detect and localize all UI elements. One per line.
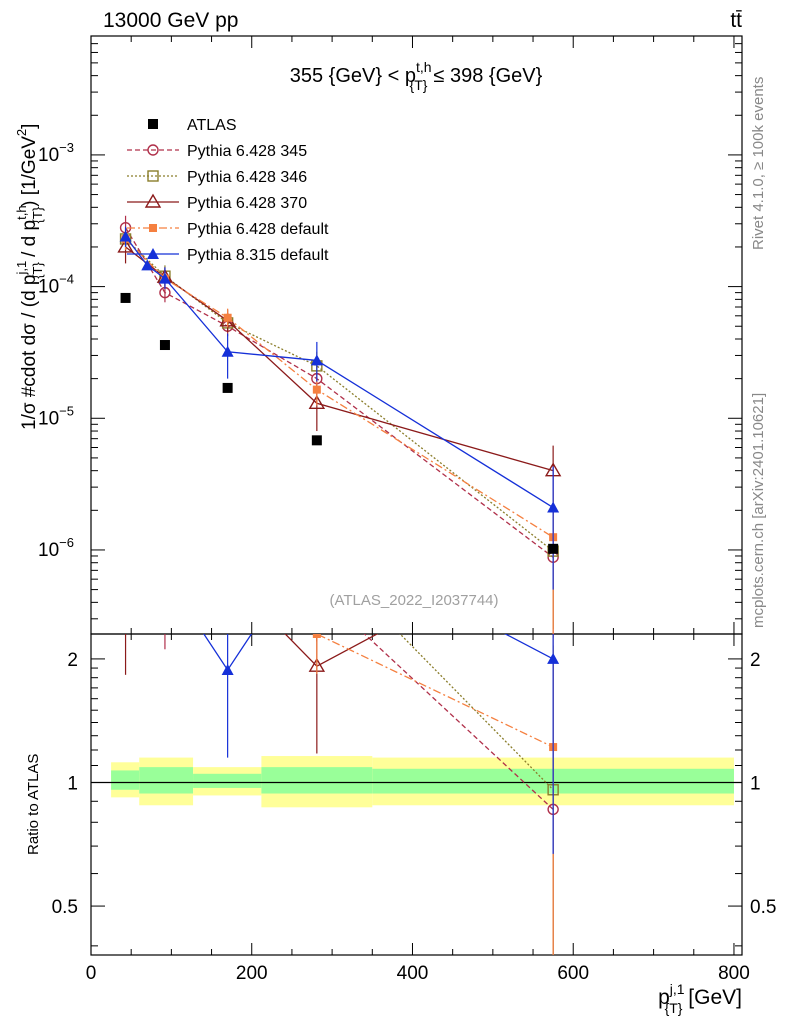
ratio-point: [223, 576, 233, 586]
data-point: [158, 272, 171, 284]
ratio-plot-frame: [90, 633, 743, 956]
legend-label: Pythia 6.428 default: [187, 221, 329, 238]
legend-marker: [147, 170, 159, 182]
series-line: [125, 238, 554, 552]
legend-marker: [147, 248, 159, 259]
ratio-y-tick-label-right: 2: [750, 650, 761, 671]
data-point: [141, 259, 154, 271]
legend-label: Pythia 6.428 346: [187, 169, 307, 186]
ratio-line: [399, 634, 554, 791]
y-tick-label: 10−6: [38, 535, 74, 561]
ratio-point: [119, 619, 133, 631]
ratio-point: [312, 634, 321, 638]
ratio-point: [158, 563, 172, 575]
atlas-data-point: [159, 340, 170, 351]
legend-label: Pythia 8.315 default: [187, 247, 329, 264]
y-tick-label: 10−4: [38, 272, 74, 298]
band-1sigma: [193, 773, 262, 788]
ratio-point: [311, 529, 323, 540]
data-point: [310, 354, 323, 366]
ratio-point: [221, 663, 234, 675]
legend: ATLAS Pythia 6.428 345 Pythia 6.428 346 Pyt…: [127, 117, 329, 264]
atlas-data-point: [311, 435, 322, 446]
ratio-point: [122, 595, 130, 603]
x-axis-label: pj,1 {T} [GeV]: [658, 981, 742, 1016]
data-point: [308, 394, 326, 409]
axis-ticks: 0 200 400 600 800 10−6 10−5 10−4 10−3 0.5 0.5 1 1 2 2: [38, 35, 776, 984]
ratio-point: [120, 587, 132, 598]
ratio-point: [161, 571, 169, 579]
data-point: [117, 238, 134, 253]
ratio-point: [160, 614, 170, 624]
ratio-point: [159, 569, 171, 580]
ratio-point: [160, 565, 170, 575]
data-point: [221, 345, 234, 357]
ratio-point: [121, 559, 131, 569]
ratio-point: [221, 568, 235, 580]
rivet-version-label: Rivet 4.1.0, ≥ 100k events: [750, 77, 767, 250]
series-line: [125, 246, 554, 472]
ratio-y-tick-label-right: 1: [750, 773, 761, 794]
band-1sigma: [111, 770, 140, 790]
ratio-y-axis-label: Ratio to ATLAS: [25, 754, 42, 855]
ratio-y-tick-label: 1: [67, 773, 78, 794]
ratio-y-tick-label: 2: [67, 650, 78, 671]
mcplots-url-label: mcplots.cern.ch [arXiv:2401.10621]: [750, 393, 767, 628]
ratio-point: [312, 585, 322, 595]
legend-label: Pythia 6.428 370: [187, 195, 307, 212]
y-tick-label: 10−3: [38, 140, 74, 166]
ratio-point: [547, 652, 560, 664]
ratio-line: [315, 634, 554, 748]
chart-title: 355 {GeV} < pt,h {T} ≤ 398 {GeV}: [290, 59, 543, 93]
band-1sigma: [139, 767, 194, 794]
series-line: [125, 227, 554, 558]
ratio-point: [121, 594, 131, 604]
data-point: [119, 230, 132, 242]
main-series-layer: [117, 215, 562, 634]
data-point: [312, 385, 321, 394]
band-1sigma: [261, 767, 373, 794]
atlas-data-point: [120, 292, 131, 303]
data-point: [547, 501, 560, 513]
y-tick-label: 10−5: [38, 403, 74, 429]
collision-label: 13000 GeV pp: [103, 9, 238, 32]
ratio-point: [141, 569, 153, 580]
ratio-y-tick-label: 0.5: [52, 897, 78, 918]
legend-marker: [144, 193, 162, 208]
x-tick-label: 0: [86, 963, 97, 984]
analysis-id-label: (ATLAS_2022_I2037744): [329, 592, 498, 609]
ratio-point: [312, 544, 322, 554]
x-tick-label: 400: [397, 963, 429, 984]
ratio-point: [223, 585, 233, 595]
legend-label: ATLAS: [187, 117, 237, 134]
x-tick-label: 600: [557, 963, 589, 984]
legend-label: Pythia 6.428 345: [187, 143, 307, 160]
legend-marker: [148, 119, 158, 129]
legend-marker: [149, 224, 157, 232]
x-tick-label: 200: [236, 963, 268, 984]
legend-marker: [147, 144, 159, 156]
atlas-data-point: [222, 382, 233, 393]
ratio-y-tick-label-right: 0.5: [750, 897, 776, 918]
ratio-uncertainty-bands: [91, 756, 742, 808]
atlas-data-point: [548, 543, 559, 554]
data-point: [223, 313, 232, 322]
x-tick-label: 800: [718, 963, 750, 984]
process-label: tt̄: [730, 9, 742, 32]
ratio-series-layer: [119, 529, 560, 955]
series-line: [125, 236, 554, 509]
main-y-axis-label: 1/σ #cdot dσ / (d pj,1{T} / d pt,h{T}) […: [14, 124, 45, 430]
series-line: [125, 238, 554, 538]
ratio-point: [224, 560, 232, 568]
